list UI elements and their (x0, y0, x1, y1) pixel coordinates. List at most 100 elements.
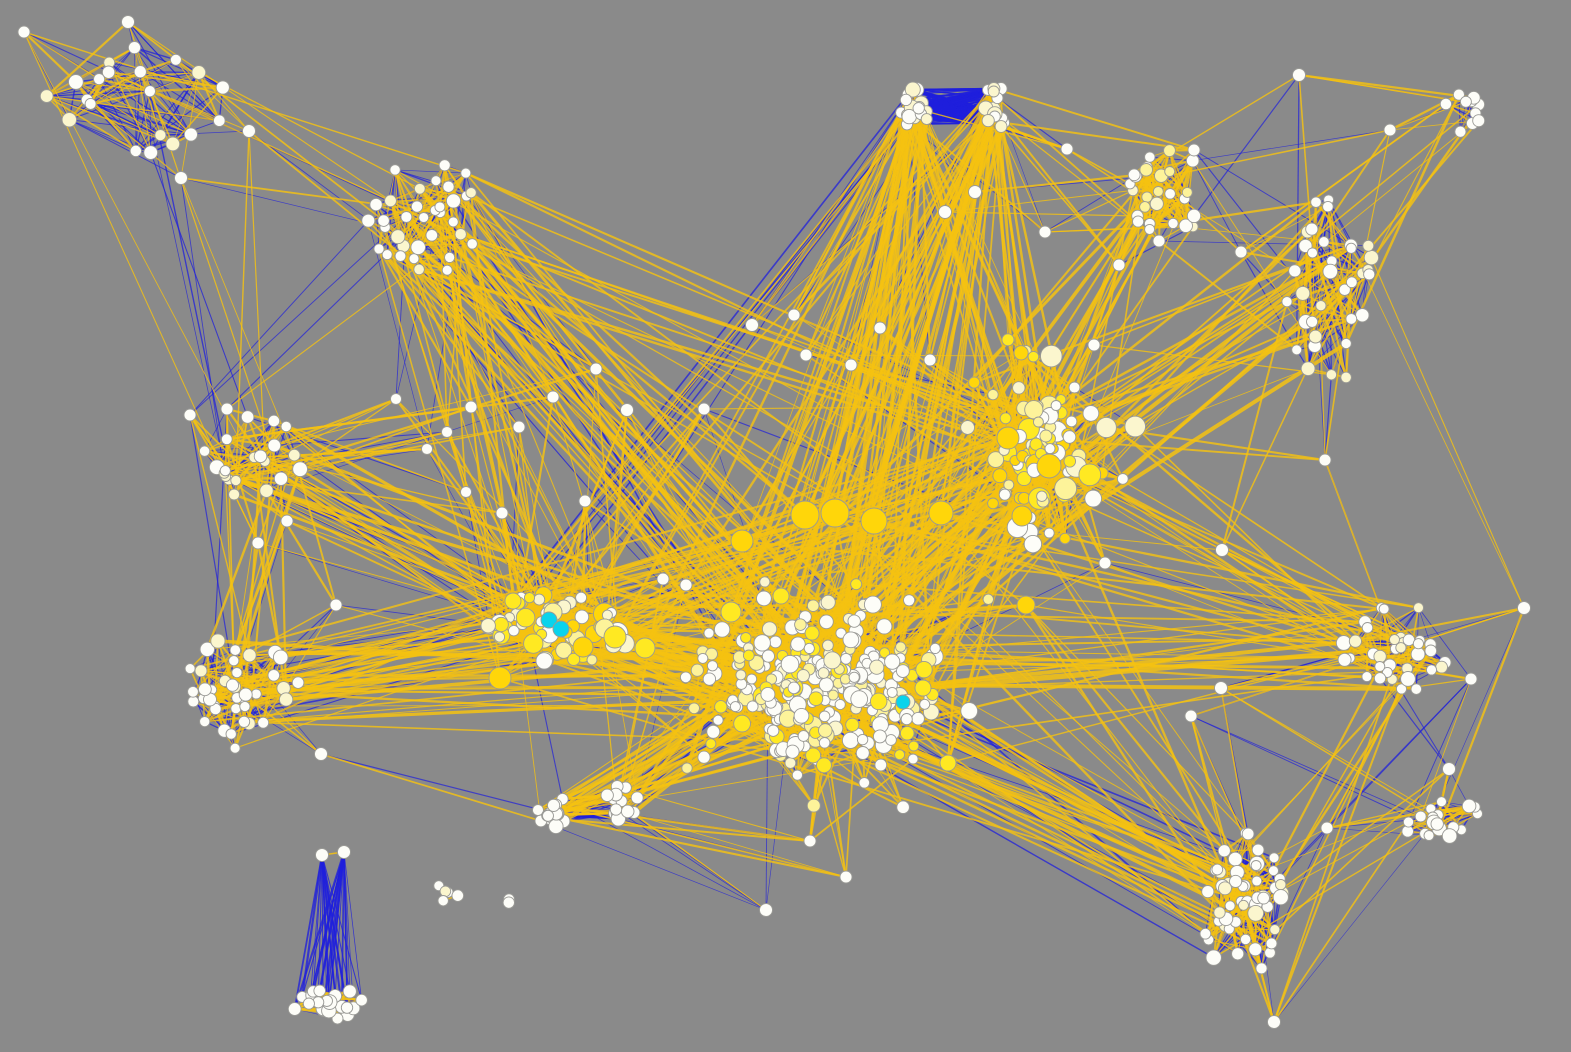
blue-edge (321, 854, 328, 1001)
blue-edge (223, 420, 275, 474)
yellow-edge (1320, 305, 1347, 378)
yellow-edge (127, 21, 282, 479)
yellow-edge (1047, 465, 1230, 884)
yellow-edge (396, 236, 584, 648)
blue-edge (1350, 274, 1370, 320)
yellow-edge (553, 804, 811, 843)
yellow-edge (584, 500, 617, 795)
yellow-edge (582, 646, 712, 745)
yellow-edge (175, 59, 250, 132)
yellow-edge (228, 479, 288, 522)
yellow-edge (236, 672, 322, 755)
blue-edge (1044, 175, 1136, 233)
yellow-edge (439, 206, 616, 638)
yellow-edge (465, 172, 1009, 439)
blue-edge (189, 414, 238, 698)
yellow-edge (235, 468, 302, 673)
yellow-edge (993, 87, 1195, 151)
yellow-edge (1044, 226, 1194, 233)
blue-edge (395, 169, 466, 174)
yellow-edge (389, 200, 616, 638)
yellow-edge (99, 72, 199, 80)
yellow-edge (1311, 202, 1317, 322)
yellow-edge (828, 710, 1257, 907)
yellow-edge (549, 817, 811, 842)
yellow-edge (198, 72, 250, 132)
yellow-edge (1312, 123, 1473, 254)
yellow-edge (751, 112, 902, 326)
yellow-edge (1370, 257, 1525, 609)
yellow-edge (1326, 801, 1442, 829)
blue-edge (321, 854, 354, 1009)
yellow-edge (1266, 640, 1421, 908)
yellow-edge (465, 491, 508, 628)
blue-edge (540, 820, 767, 911)
yellow-edge (1003, 121, 1195, 151)
yellow-edge (1221, 289, 1346, 551)
yellow-edge (856, 583, 1366, 623)
yellow-edge (265, 490, 337, 606)
yellow-edge (470, 191, 1027, 606)
yellow-edge (993, 116, 1043, 434)
yellow-edge (216, 448, 428, 469)
yellow-edge (805, 107, 920, 356)
yellow-edge (643, 89, 914, 649)
yellow-edge (662, 578, 852, 641)
yellow-edge (555, 803, 847, 878)
yellow-edge (75, 81, 192, 136)
yellow-edge (879, 108, 920, 329)
yellow-edge (1007, 352, 1022, 439)
blue-edge (293, 851, 345, 1010)
yellow-edge (903, 350, 1027, 708)
yellow-edge (470, 192, 554, 398)
yellow-edge (944, 211, 1138, 217)
yellow-edge (1093, 344, 1332, 376)
yellow-edge (1254, 906, 1269, 950)
yellow-edge (1272, 665, 1381, 872)
yellow-edge (879, 327, 1023, 469)
yellow-edge (127, 21, 391, 202)
yellow-edge (149, 86, 223, 93)
yellow-edge (98, 78, 151, 93)
yellow-edge (69, 59, 177, 121)
yellow-edge (1044, 189, 1134, 233)
yellow-edge (542, 408, 705, 596)
yellow-edge (1420, 678, 1472, 817)
yellow-edge (730, 611, 1366, 623)
blue-edge (1192, 160, 1242, 253)
yellow-edge (1001, 117, 1120, 266)
blue-edge (293, 854, 323, 1010)
yellow-edge (23, 31, 467, 174)
yellow-edge (793, 88, 1002, 316)
yellow-edge (1190, 715, 1257, 866)
yellow-edge (614, 635, 1226, 927)
yellow-edge (1326, 804, 1470, 830)
yellow-edge (1025, 604, 1246, 834)
yellow-edge (226, 408, 236, 687)
yellow-edge (512, 469, 1035, 602)
yellow-edge (1025, 604, 1226, 852)
blue-edge (69, 119, 182, 179)
yellow-edge (1220, 687, 1439, 816)
yellow-edge (1049, 160, 1194, 417)
yellow-edge (234, 706, 246, 749)
yellow-edge (214, 468, 302, 710)
yellow-edge (378, 248, 472, 408)
yellow-edge (1389, 101, 1467, 131)
yellow-edge (1040, 231, 1309, 498)
yellow-edge (23, 31, 100, 80)
yellow-edge (1438, 607, 1526, 829)
yellow-edge (226, 420, 275, 440)
yellow-edge (460, 233, 1016, 462)
yellow-edge (1234, 678, 1409, 860)
blue-edge (135, 72, 200, 152)
yellow-edge (1071, 252, 1313, 423)
yellow-edge (285, 646, 584, 701)
yellow-edge (512, 87, 995, 602)
yellow-edge (416, 185, 450, 208)
yellow-edge (394, 169, 575, 660)
yellow-edge (512, 123, 908, 602)
yellow-edge (367, 220, 732, 613)
